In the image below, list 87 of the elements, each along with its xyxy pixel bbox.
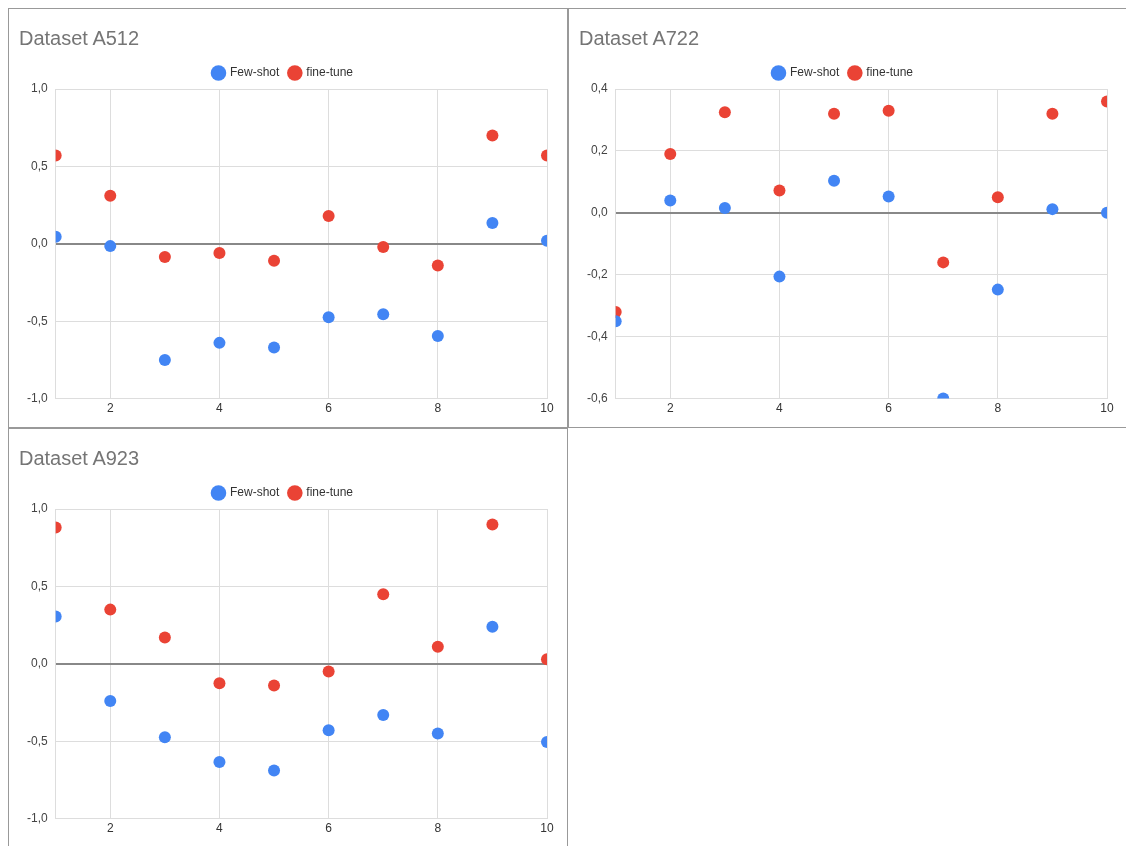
legend-label: Few-shot bbox=[229, 65, 280, 80]
point bbox=[773, 270, 786, 283]
x-tick-label: 8 bbox=[994, 401, 1002, 416]
point bbox=[213, 247, 226, 260]
chart-title: Dataset A923 bbox=[19, 446, 140, 469]
y-tick-label: -0,5 bbox=[26, 313, 48, 328]
x-tick-label: 10 bbox=[540, 821, 554, 836]
point bbox=[828, 174, 841, 187]
y-tick-label: 0,2 bbox=[590, 143, 608, 158]
y-tick-label: 1,0 bbox=[30, 81, 48, 96]
y-tick-label: -1,0 bbox=[26, 810, 48, 825]
point bbox=[322, 311, 335, 324]
chart-title: Dataset A512 bbox=[19, 26, 140, 49]
point bbox=[486, 518, 499, 531]
point bbox=[268, 764, 281, 777]
y-tick-label: -0,5 bbox=[26, 733, 48, 748]
point bbox=[268, 254, 281, 267]
point bbox=[431, 640, 444, 653]
point bbox=[718, 201, 731, 214]
point bbox=[268, 679, 281, 692]
point bbox=[431, 727, 444, 740]
point bbox=[664, 194, 677, 207]
x-tick-label: 2 bbox=[106, 401, 114, 416]
x-tick-label: 10 bbox=[540, 401, 554, 416]
y-tick-label: 1,0 bbox=[30, 501, 48, 516]
point bbox=[718, 106, 731, 119]
y-tick-label: 0,0 bbox=[30, 236, 48, 251]
point bbox=[991, 191, 1004, 204]
point bbox=[158, 250, 171, 263]
x-tick-label: 2 bbox=[666, 401, 674, 416]
point bbox=[158, 353, 171, 366]
y-tick-label: 0,5 bbox=[30, 158, 48, 173]
point bbox=[882, 190, 895, 203]
point bbox=[377, 708, 390, 721]
y-tick-label: -0,2 bbox=[586, 267, 608, 282]
y-tick-label: 0,5 bbox=[30, 578, 48, 593]
point bbox=[322, 724, 335, 737]
y-tick-label: -0,6 bbox=[586, 390, 608, 405]
point bbox=[377, 588, 390, 601]
x-tick-label: 4 bbox=[216, 821, 224, 836]
point bbox=[104, 603, 117, 616]
point bbox=[322, 665, 335, 678]
point bbox=[1046, 107, 1059, 120]
point bbox=[158, 631, 171, 644]
point bbox=[322, 209, 335, 222]
point bbox=[773, 184, 786, 197]
x-tick-label: 4 bbox=[776, 401, 784, 416]
y-tick-label: 0,0 bbox=[30, 656, 48, 671]
point bbox=[991, 283, 1004, 296]
y-tick-label: 0,0 bbox=[590, 205, 608, 220]
point bbox=[213, 756, 226, 769]
point bbox=[377, 308, 390, 321]
y-tick-label: -1,0 bbox=[26, 390, 48, 405]
point bbox=[937, 256, 950, 269]
legend-label: fine-tune bbox=[306, 65, 354, 80]
point bbox=[377, 240, 390, 253]
point bbox=[431, 329, 444, 342]
chart-title: Dataset A722 bbox=[579, 26, 700, 49]
point bbox=[664, 148, 677, 161]
point bbox=[213, 677, 226, 690]
x-tick-label: 4 bbox=[216, 401, 224, 416]
legend-label: Few-shot bbox=[229, 485, 280, 500]
point bbox=[431, 259, 444, 272]
point bbox=[104, 240, 117, 253]
point bbox=[828, 107, 841, 120]
y-tick-label: -0,4 bbox=[586, 328, 608, 343]
point bbox=[104, 189, 117, 202]
point bbox=[882, 104, 895, 117]
point bbox=[268, 341, 281, 354]
x-tick-label: 8 bbox=[434, 401, 442, 416]
point bbox=[486, 620, 499, 633]
point bbox=[486, 216, 499, 229]
point bbox=[486, 129, 499, 142]
point bbox=[213, 336, 226, 349]
legend-label: fine-tune bbox=[866, 65, 914, 80]
x-tick-label: 6 bbox=[325, 401, 333, 416]
x-tick-label: 8 bbox=[434, 821, 442, 836]
point bbox=[158, 731, 171, 744]
x-tick-label: 2 bbox=[106, 821, 114, 836]
x-tick-label: 10 bbox=[1100, 401, 1114, 416]
point bbox=[104, 694, 117, 707]
x-tick-label: 6 bbox=[885, 401, 893, 416]
legend-label: Few-shot bbox=[789, 65, 840, 80]
point bbox=[1046, 203, 1059, 216]
x-tick-label: 6 bbox=[325, 821, 333, 836]
y-tick-label: 0,4 bbox=[590, 81, 608, 96]
legend-label: fine-tune bbox=[306, 485, 354, 500]
